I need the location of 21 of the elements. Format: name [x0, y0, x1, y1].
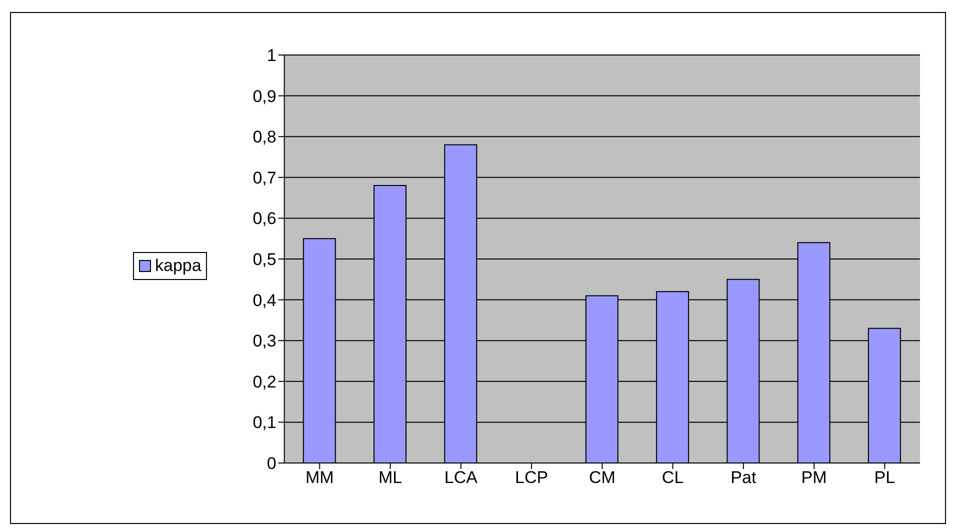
y-tick-label: 0,5	[252, 250, 276, 270]
y-tick-label: 0,6	[252, 209, 276, 228]
y-tick-label: 1	[266, 46, 276, 66]
x-tick-label: Pat	[730, 468, 756, 488]
y-tick-label: 0	[266, 454, 276, 474]
y-tick-label: 0,8	[252, 128, 276, 147]
y-tick-label: 0,3	[252, 332, 276, 351]
y-tick-label: 0,9	[252, 86, 276, 106]
x-tick-label: ML	[378, 468, 402, 488]
y-tick-label: 0,4	[252, 290, 276, 310]
x-tick-label: LCA	[444, 468, 478, 488]
y-tick-label: 0,1	[252, 413, 276, 432]
x-tick-label: PM	[801, 468, 827, 488]
x-tick-label: CM	[588, 468, 616, 488]
legend-label: kappa	[155, 256, 202, 276]
x-tick-label: LCP	[514, 468, 548, 488]
x-tick-label: PL	[874, 468, 896, 488]
y-tick-label: 0,2	[252, 372, 276, 392]
y-tick-label: 0,7	[252, 168, 276, 188]
x-tick-label: MM	[305, 468, 334, 488]
x-tick-label: CL	[662, 468, 684, 488]
